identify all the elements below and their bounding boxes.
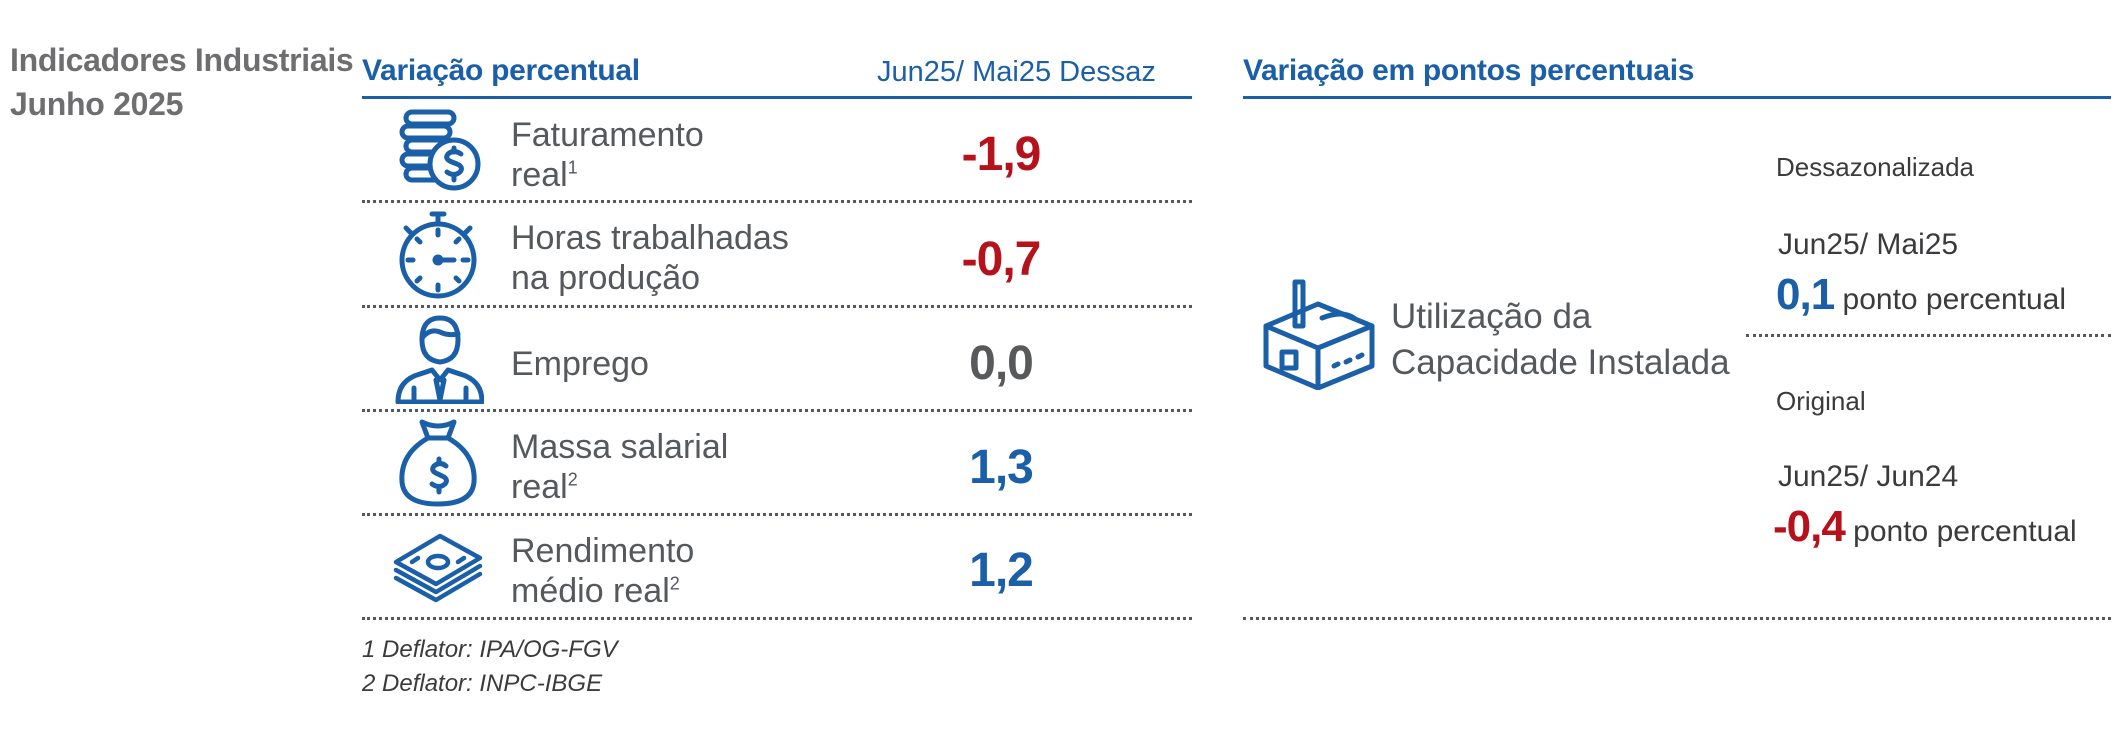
value-rendimento: 1,2	[969, 544, 1034, 597]
money-bag-icon	[392, 416, 484, 508]
left-heading-rule	[362, 96, 1192, 99]
column-header: Jun25/ Mai25 Dessaz	[877, 56, 1156, 88]
right-bottom-divider	[1243, 617, 2111, 620]
coins-icon	[392, 104, 484, 196]
value-emprego: 0,0	[969, 337, 1034, 390]
value-massa: 1,3	[969, 441, 1034, 494]
row-divider	[362, 305, 1192, 308]
seasonal-period: Jun25/ Mai25	[1778, 228, 1959, 261]
seasonal-value-line: 0,1 ponto percentual	[1776, 270, 2066, 320]
row-label-rendimento: Rendimento médio real2	[511, 532, 695, 610]
uci-label: Utilização da Capacidade Instalada	[1391, 297, 1730, 382]
row-divider	[362, 200, 1192, 203]
title-line-1: Indicadores Industriais	[10, 42, 354, 78]
right-divider	[1746, 334, 2111, 337]
value-horas: -0,7	[961, 233, 1042, 286]
footnote-2: 2 Deflator: INPC-IBGE	[362, 670, 603, 697]
seasonal-unit: ponto percentual	[1842, 283, 2067, 316]
factory-icon	[1262, 278, 1380, 391]
left-section-heading: Variação percentual	[362, 54, 640, 87]
right-heading-rule	[1243, 96, 2111, 99]
row-label-emprego: Emprego	[511, 345, 649, 383]
original-label: Original	[1776, 386, 1866, 416]
row-divider	[362, 409, 1192, 412]
value-faturamento: -1,9	[961, 128, 1042, 181]
row-divider	[362, 617, 1192, 620]
seasonal-value: 0,1	[1776, 270, 1835, 319]
original-value: -0,4	[1773, 502, 1846, 551]
original-unit: ponto percentual	[1853, 515, 2077, 548]
page-title: Indicadores Industriais Junho 2025	[10, 38, 354, 126]
footnote-1: 1 Deflator: IPA/OG-FGV	[362, 636, 618, 663]
original-period: Jun25/ Jun24	[1778, 460, 1959, 493]
row-label-massa: Massa salarial real2	[511, 428, 729, 506]
stopwatch-icon	[392, 208, 484, 300]
seasonal-label: Dessazonalizada	[1776, 152, 1975, 182]
row-label-faturamento: Faturamento real1	[511, 116, 704, 194]
person-icon	[392, 312, 484, 404]
right-section-heading: Variação em pontos percentuais	[1243, 54, 1695, 87]
original-value-line: -0,4 ponto percentual	[1773, 502, 2077, 552]
row-divider	[362, 513, 1192, 516]
title-line-2: Junho 2025	[10, 86, 184, 122]
row-label-horas: Horas trabalhadas na produção	[511, 219, 789, 297]
banknotes-icon	[392, 522, 484, 614]
